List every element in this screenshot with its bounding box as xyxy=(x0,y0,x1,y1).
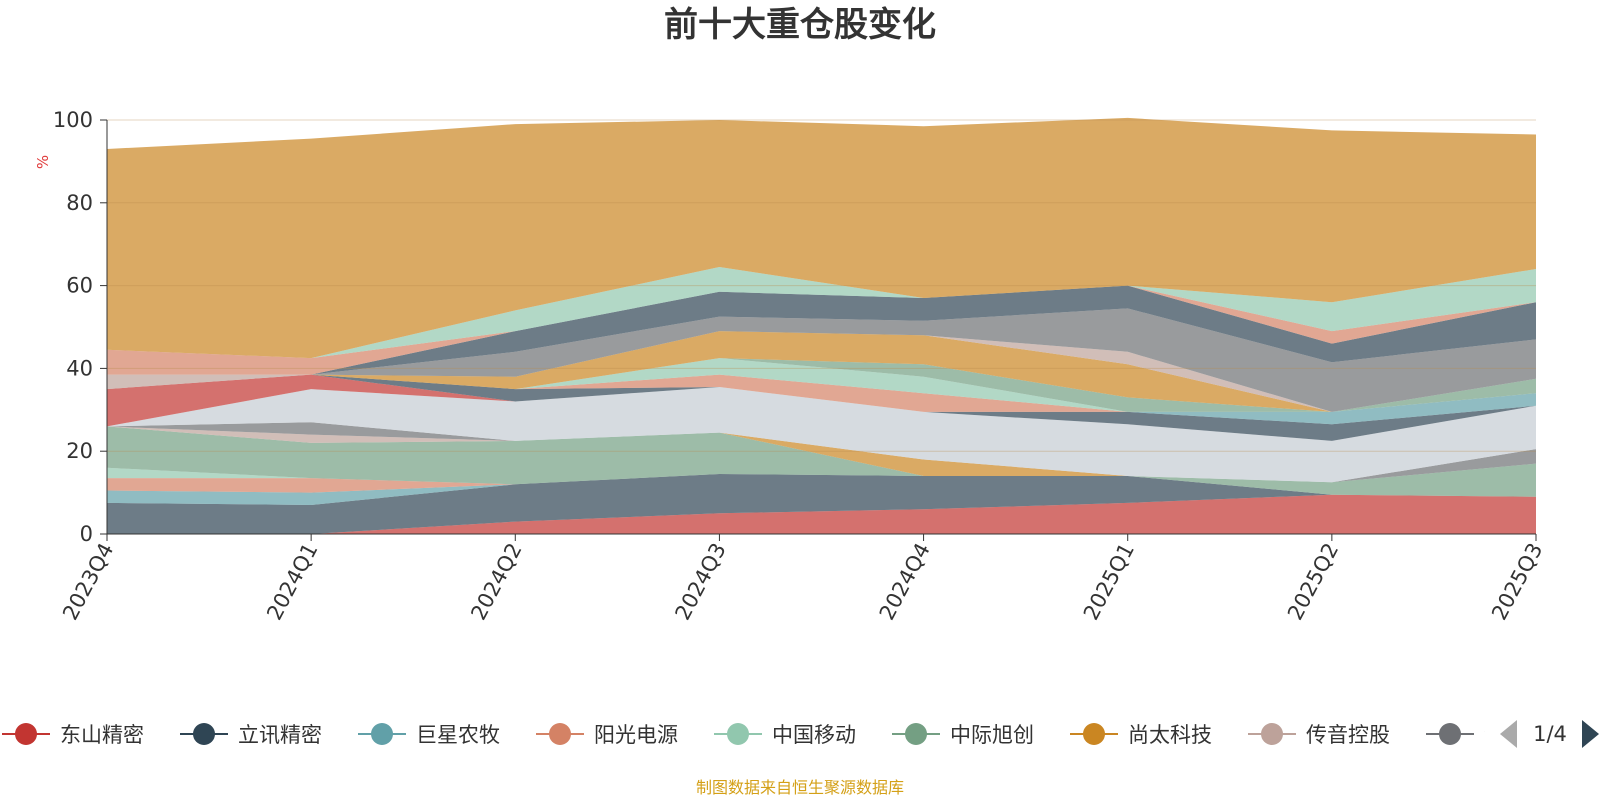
area-series-17[interactable] xyxy=(107,331,1536,412)
legend-label: 尚太科技 xyxy=(1128,723,1212,747)
legend-marker-icon xyxy=(727,723,749,745)
legend-label: 阳光电源 xyxy=(594,723,678,747)
y-tick-label: 20 xyxy=(66,439,93,463)
area-series-11[interactable] xyxy=(107,374,1536,441)
area-series-8[interactable] xyxy=(107,426,1536,483)
x-tick-label: 2024Q4 xyxy=(875,539,935,624)
area-series-1[interactable] xyxy=(107,494,1536,534)
legend-marker-icon xyxy=(1261,723,1283,745)
x-tick-label: 2025Q1 xyxy=(1079,539,1139,624)
legend-next-page-icon[interactable] xyxy=(1582,720,1599,748)
legend-pager: 1/4 xyxy=(1500,720,1599,748)
legend-label: 中际旭创 xyxy=(950,723,1034,747)
x-tick-label: 2024Q3 xyxy=(671,539,731,624)
legend-marker-icon xyxy=(1083,723,1105,745)
y-axis-unit: % xyxy=(34,155,52,169)
y-tick-label: 40 xyxy=(66,356,93,380)
area-series-3[interactable] xyxy=(107,474,1536,505)
footer-source: 制图数据来自恒生聚源数据库 xyxy=(696,778,904,797)
legend-label: 东山精密 xyxy=(60,723,144,747)
chart-title: 前十大重仓股变化 xyxy=(664,5,936,45)
legend-marker-icon xyxy=(15,723,37,745)
area-series-22[interactable] xyxy=(107,267,1536,359)
legend-item[interactable]: 氵 xyxy=(1426,723,1505,747)
area-series-10[interactable] xyxy=(107,387,1536,483)
x-tick-label: 2025Q3 xyxy=(1487,539,1547,624)
area-series-12[interactable] xyxy=(107,374,1536,441)
legend-label: 氵 xyxy=(1484,723,1505,747)
area-series-9[interactable] xyxy=(107,422,1536,483)
area-series-4[interactable] xyxy=(107,474,1536,497)
legend-label: 巨星农牧 xyxy=(416,723,500,747)
x-tick-label: 2025Q2 xyxy=(1283,539,1343,624)
legend-item[interactable]: 东山精密 xyxy=(2,723,144,747)
legend-marker-icon xyxy=(193,723,215,745)
legend-marker-icon xyxy=(905,723,927,745)
legend-item[interactable]: 立讯精密 xyxy=(180,723,322,747)
y-tick-label: 100 xyxy=(53,108,93,132)
y-tick-label: 80 xyxy=(66,191,93,215)
legend-item[interactable]: 尚太科技 xyxy=(1070,723,1212,747)
area-series-group xyxy=(107,117,1536,534)
legend-item[interactable]: 传音控股 xyxy=(1248,723,1390,747)
legend-label: 立讯精密 xyxy=(238,723,322,747)
legend-marker-icon xyxy=(1439,723,1461,745)
legend: 东山精密 立讯精密 巨星农牧 阳光电源 中国移动 中际旭创 尚太科技 传音控股 氵 xyxy=(2,723,1505,747)
area-series-23[interactable] xyxy=(107,117,1536,359)
legend-prev-page-icon[interactable] xyxy=(1500,720,1517,748)
area-series-20[interactable] xyxy=(107,285,1536,375)
legend-marker-icon xyxy=(549,723,571,745)
legend-label: 传音控股 xyxy=(1306,723,1390,747)
area-series-19[interactable] xyxy=(107,308,1536,412)
area-series-2[interactable] xyxy=(107,474,1536,534)
legend-item[interactable]: 巨星农牧 xyxy=(358,723,500,747)
area-series-21[interactable] xyxy=(107,285,1536,375)
area-series-15[interactable] xyxy=(107,358,1536,412)
area-series-14[interactable] xyxy=(107,374,1536,412)
legend-item[interactable]: 阳光电源 xyxy=(536,723,678,747)
y-tick-label: 60 xyxy=(66,274,93,298)
legend-marker-icon xyxy=(371,723,393,745)
area-series-6[interactable] xyxy=(107,426,1536,497)
y-tick-label: 0 xyxy=(80,522,93,546)
x-tick-label: 2023Q4 xyxy=(58,539,118,624)
x-tick-label: 2024Q1 xyxy=(262,539,322,624)
legend-item[interactable]: 中际旭创 xyxy=(892,723,1034,747)
legend-page-indicator: 1/4 xyxy=(1533,722,1567,746)
grid-lines xyxy=(107,119,1536,452)
legend-item[interactable]: 中国移动 xyxy=(714,723,856,747)
legend-label: 中国移动 xyxy=(772,723,856,747)
x-tick-label: 2024Q2 xyxy=(466,539,526,624)
